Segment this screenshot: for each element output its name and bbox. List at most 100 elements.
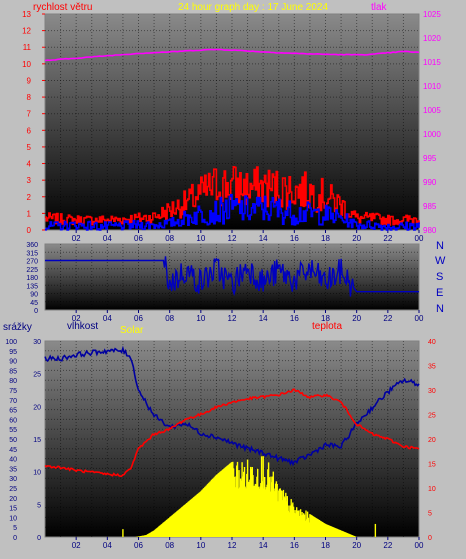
plot-2-axes: 02 04 06 08 10 12 14 16 18 20 22 000459013518022527… bbox=[26, 242, 424, 323]
rain-tick-label: 15 bbox=[9, 506, 17, 513]
rain-tick-label: 100 bbox=[5, 339, 17, 346]
x-tick-label: 08 bbox=[165, 541, 174, 550]
x-tick-label: 08 bbox=[165, 234, 174, 243]
left-series-label: rychlost větru bbox=[33, 2, 92, 13]
x-tick-label: 22 bbox=[383, 234, 392, 243]
dir-tick-label: 270 bbox=[26, 259, 38, 266]
humidity-label: vlhkost bbox=[67, 321, 98, 332]
solar-label: Solar bbox=[120, 325, 144, 336]
left-tick-label: 7 bbox=[27, 110, 32, 119]
temp-tick-label: 0 bbox=[428, 535, 432, 542]
rain-tick-label: 0 bbox=[13, 535, 17, 542]
x-tick-label: 20 bbox=[352, 314, 361, 323]
right-tick-label: 985 bbox=[423, 202, 437, 211]
humidity-tick-label: 20 bbox=[33, 404, 41, 411]
rain-tick-label: 20 bbox=[9, 496, 17, 503]
rain-tick-label: 85 bbox=[9, 368, 17, 375]
series-direction-line bbox=[45, 256, 419, 297]
left-tick-label: 12 bbox=[22, 27, 31, 36]
dir-tick-label: 90 bbox=[30, 292, 38, 299]
dir-tick-label: 0 bbox=[34, 308, 38, 315]
rain-tick-label: 25 bbox=[9, 486, 17, 493]
x-tick-label: 02 bbox=[72, 541, 81, 550]
right-tick-label: 1000 bbox=[423, 130, 441, 139]
plot-3-series bbox=[44, 345, 420, 537]
right-tick-label: 990 bbox=[423, 178, 437, 187]
left-tick-label: 0 bbox=[27, 226, 32, 235]
rain-tick-label: 90 bbox=[9, 359, 17, 366]
x-tick-label: 18 bbox=[321, 234, 330, 243]
dir-label-e: E bbox=[436, 287, 443, 299]
x-tick-label: 20 bbox=[352, 234, 361, 243]
graph-title: 24 hour graph day : 17 June 2024 bbox=[178, 2, 329, 13]
x-tick-label: 00 bbox=[415, 234, 424, 243]
series-gust-line bbox=[45, 166, 420, 226]
left-tick-label: 1 bbox=[27, 209, 32, 218]
x-tick-label: 16 bbox=[290, 314, 299, 323]
rain-tick-label: 80 bbox=[9, 378, 17, 385]
x-tick-label: 08 bbox=[165, 314, 174, 323]
left-tick-label: 8 bbox=[27, 93, 32, 102]
plot-3-background bbox=[44, 340, 420, 538]
temp-tick-label: 20 bbox=[428, 437, 436, 444]
left-tick-label: 11 bbox=[23, 43, 32, 52]
x-tick-label: 12 bbox=[228, 314, 237, 323]
right-tick-label: 980 bbox=[423, 226, 437, 235]
rain-tick-label: 40 bbox=[9, 457, 17, 464]
left-tick-label: 3 bbox=[27, 176, 32, 185]
rain-tick-label: 5 bbox=[13, 525, 17, 532]
left-tick-label: 13 bbox=[22, 10, 31, 19]
rain-tick-label: 35 bbox=[9, 466, 17, 473]
series-wind-line bbox=[45, 193, 420, 231]
plot-3-axes: 02 04 06 08 10 12 14 16 18 20 22 000510152025303540… bbox=[5, 339, 436, 550]
temp-tick-label: 35 bbox=[428, 364, 436, 371]
x-tick-label: 18 bbox=[321, 541, 330, 550]
rain-label: srážky bbox=[3, 322, 32, 333]
temp-tick-label: 5 bbox=[428, 511, 432, 518]
rain-tick-label: 70 bbox=[9, 398, 17, 405]
rain-tick-label: 45 bbox=[9, 447, 17, 454]
left-tick-label: 9 bbox=[27, 76, 32, 85]
dir-label-n-bottom: N bbox=[436, 303, 444, 315]
temp-tick-label: 40 bbox=[428, 339, 436, 346]
right-tick-label: 1020 bbox=[423, 34, 441, 43]
right-series-label: tlak bbox=[371, 2, 388, 13]
humidity-tick-label: 5 bbox=[37, 502, 41, 509]
dir-label-s: S bbox=[436, 271, 443, 283]
x-tick-label: 10 bbox=[196, 234, 205, 243]
humidity-tick-label: 0 bbox=[37, 535, 41, 542]
x-tick-label: 16 bbox=[290, 541, 299, 550]
dir-label-w: W bbox=[435, 255, 446, 267]
x-tick-label: 20 bbox=[352, 541, 361, 550]
humidity-tick-label: 25 bbox=[33, 372, 41, 379]
x-tick-label: 04 bbox=[103, 541, 112, 550]
x-tick-label: 16 bbox=[290, 234, 299, 243]
x-tick-label: 06 bbox=[134, 314, 143, 323]
rain-tick-label: 75 bbox=[9, 388, 17, 395]
x-tick-label: 10 bbox=[196, 314, 205, 323]
left-tick-label: 5 bbox=[27, 143, 32, 152]
plot-1-axes: 02 04 06 08 10 12 14 16 18 20 22 000123456789101112… bbox=[22, 10, 441, 243]
temp-label: teplota bbox=[312, 321, 342, 332]
x-tick-label: 12 bbox=[228, 234, 237, 243]
x-tick-label: 12 bbox=[228, 541, 237, 550]
temp-tick-label: 30 bbox=[428, 388, 436, 395]
dir-tick-label: 45 bbox=[30, 300, 38, 307]
x-tick-label: 14 bbox=[259, 541, 268, 550]
right-tick-label: 1025 bbox=[423, 10, 441, 19]
rain-tick-label: 50 bbox=[9, 437, 17, 444]
x-tick-label: 00 bbox=[415, 314, 424, 323]
dir-label-n-top: N bbox=[436, 240, 444, 252]
x-tick-label: 18 bbox=[321, 314, 330, 323]
left-tick-label: 2 bbox=[27, 193, 32, 202]
x-tick-label: 04 bbox=[103, 314, 112, 323]
right-tick-label: 1015 bbox=[423, 58, 441, 67]
humidity-tick-label: 15 bbox=[33, 437, 41, 444]
temp-tick-label: 25 bbox=[428, 413, 436, 420]
plot-1-series bbox=[44, 48, 420, 231]
left-tick-label: 6 bbox=[27, 126, 32, 135]
x-tick-label: 00 bbox=[415, 541, 424, 550]
x-tick-label: 14 bbox=[259, 234, 268, 243]
